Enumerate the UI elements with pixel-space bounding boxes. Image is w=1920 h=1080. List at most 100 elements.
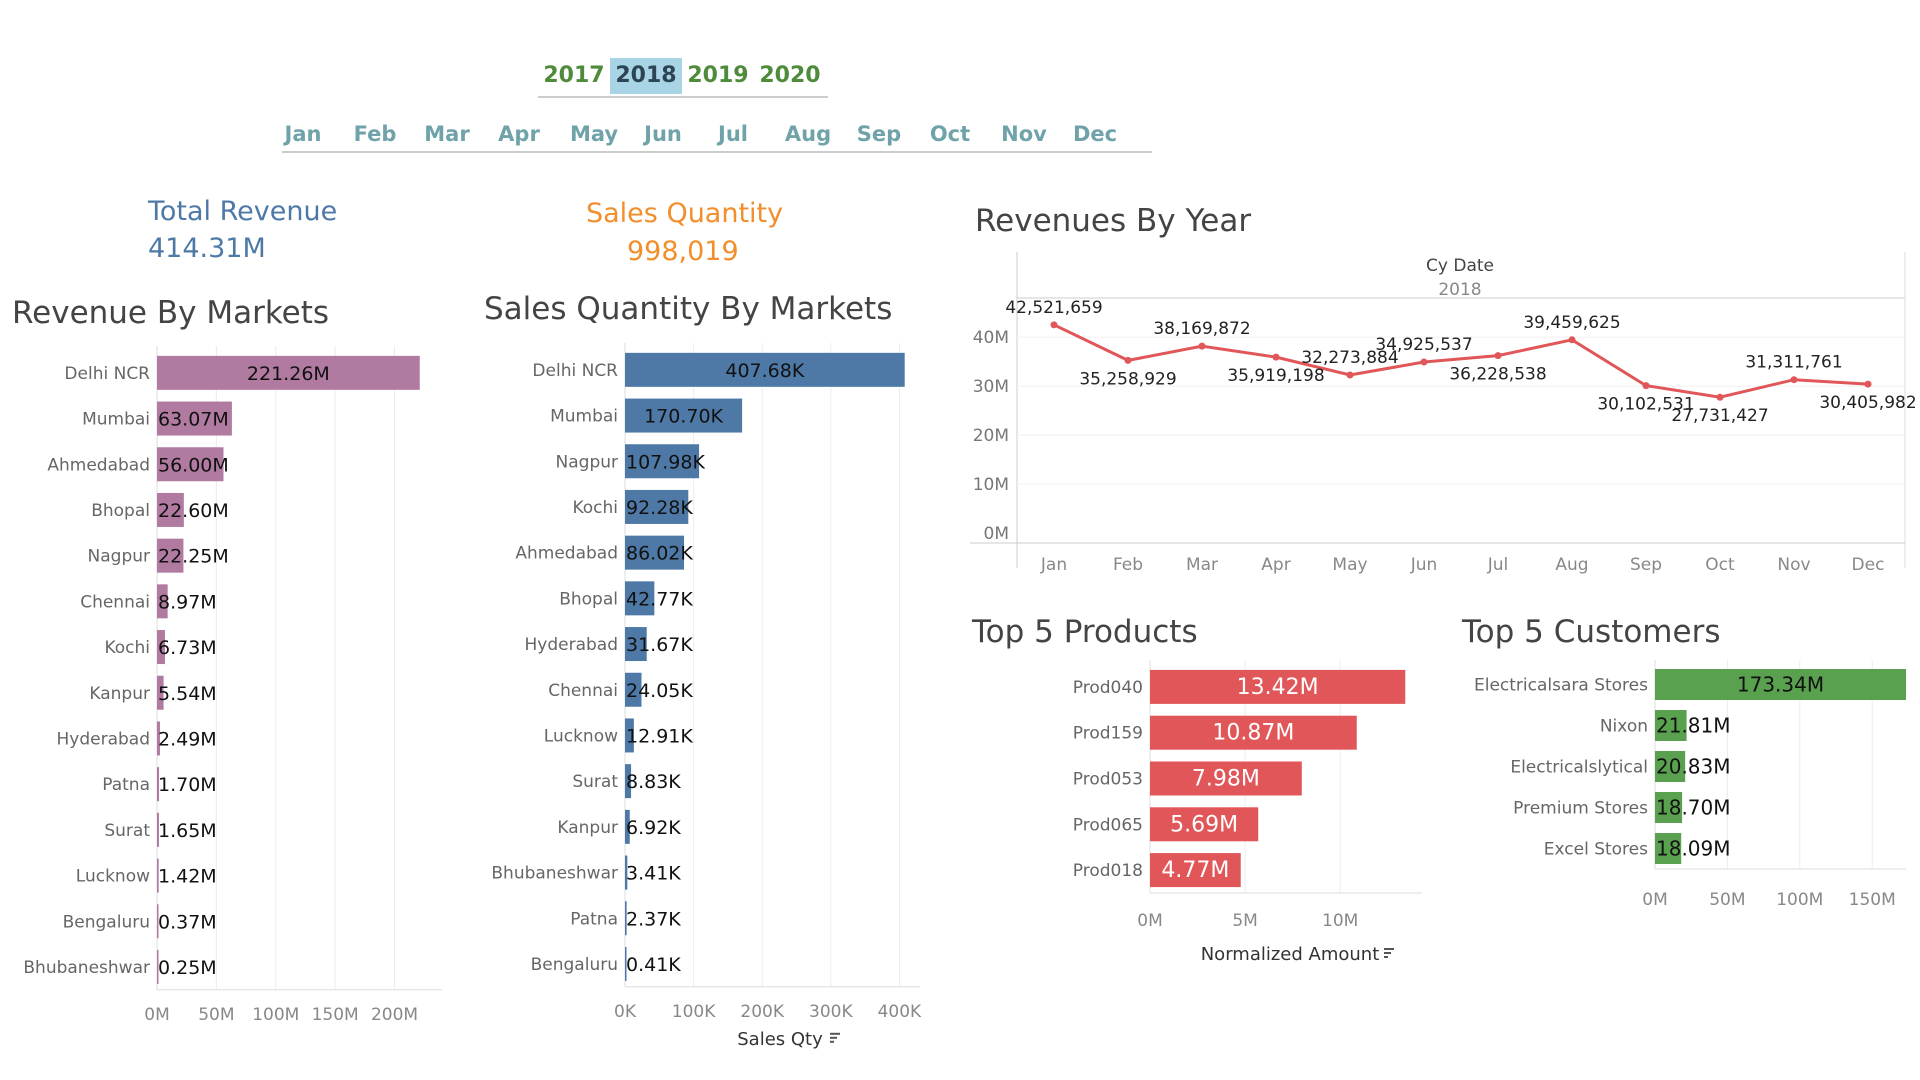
sales-qty-by-markets-chart: Delhi NCR 407.68K Mumbai 170.70K Nagpur 107.9… xyxy=(491,343,922,1050)
data-label: 38,169,872 xyxy=(1153,319,1250,339)
data-label: 2.49M xyxy=(158,728,217,750)
data-label: 21.81M xyxy=(1656,714,1731,738)
data-label: 13.42M xyxy=(1237,675,1319,700)
x-tick-label: Mar xyxy=(1186,555,1218,575)
category-label: Kanpur xyxy=(89,684,150,704)
bar-kochi xyxy=(625,489,689,524)
column-header: Cy Date xyxy=(1426,256,1494,276)
category-label: Nagpur xyxy=(556,452,618,472)
data-label: 42.77K xyxy=(626,588,693,610)
bar-kanpur xyxy=(625,809,630,844)
x-tick-label: Sep xyxy=(1630,555,1662,575)
data-label: 0.41K xyxy=(626,954,681,976)
total-revenue-label: Total Revenue xyxy=(148,196,338,227)
sort-icon xyxy=(830,1036,837,1039)
data-label: 24.05K xyxy=(626,680,693,702)
data-label: 22.60M xyxy=(158,500,229,522)
x-tick-label: Jul xyxy=(1487,555,1509,575)
year-2020-button[interactable]: 2020 xyxy=(759,63,821,88)
line-point-aug xyxy=(1568,336,1576,344)
data-label: 35,258,929 xyxy=(1079,369,1176,389)
month-jul-button[interactable]: Jul xyxy=(718,122,748,146)
category-label: Delhi NCR xyxy=(64,364,150,384)
bar-patna xyxy=(157,767,160,802)
month-oct-button[interactable]: Oct xyxy=(929,122,971,146)
top5-products-title: Top 5 Products xyxy=(972,614,1198,650)
category-label: Prod053 xyxy=(1073,770,1143,790)
month-aug-button[interactable]: Aug xyxy=(784,122,832,146)
revenue-by-markets-chart: Delhi NCR 221.26M Mumbai 63.07M Ahmedabad 56.… xyxy=(23,346,442,1025)
x-tick-label: Oct xyxy=(1705,555,1735,575)
category-label: Kanpur xyxy=(557,818,618,838)
category-label: Bhubaneshwar xyxy=(23,958,150,978)
category-label: Premium Stores xyxy=(1513,799,1648,819)
sales-quantity-label: Sales Quantity xyxy=(586,198,784,229)
data-label: 6.73M xyxy=(158,637,217,659)
x-tick-label: 0M xyxy=(1137,911,1162,931)
x-tick-label: 400K xyxy=(878,1002,922,1022)
data-label: 18.70M xyxy=(1656,796,1731,820)
x-tick-label: 150M xyxy=(312,1005,359,1025)
category-label: Surat xyxy=(572,772,618,792)
month-may-button[interactable]: May xyxy=(569,122,619,146)
month-sep-button[interactable]: Sep xyxy=(856,122,902,146)
category-label: Patna xyxy=(570,909,618,929)
bar-lucknow xyxy=(625,718,634,753)
x-tick-label: May xyxy=(1332,555,1367,575)
data-label: 7.98M xyxy=(1192,767,1260,792)
data-label: 8.97M xyxy=(158,591,217,613)
bar-bhubaneshwar xyxy=(625,855,628,890)
data-label: 8.83K xyxy=(626,771,681,793)
bar-prod159 xyxy=(1150,715,1357,750)
category-label: Lucknow xyxy=(76,867,150,887)
x-tick-label: Aug xyxy=(1555,555,1588,575)
x-tick-label: Dec xyxy=(1852,555,1885,575)
bar-prod018 xyxy=(1150,853,1241,888)
bar-bhubaneshwar xyxy=(157,949,159,984)
category-label: Mumbai xyxy=(82,410,150,430)
month-feb-button[interactable]: Feb xyxy=(353,122,397,146)
data-label: 1.65M xyxy=(158,820,217,842)
category-label: Nixon xyxy=(1600,717,1648,737)
month-dec-button[interactable]: Dec xyxy=(1072,122,1118,146)
line-point-jul xyxy=(1494,352,1502,360)
y-tick-label: 30M xyxy=(973,377,1009,397)
data-label: 10.87M xyxy=(1212,721,1294,746)
category-label: Chennai xyxy=(80,592,150,612)
y-tick-label: 0M xyxy=(984,524,1009,544)
data-label: 86.02K xyxy=(626,543,693,565)
data-label: 22.25M xyxy=(158,546,229,568)
sort-icon xyxy=(1384,956,1388,958)
sort-icon xyxy=(830,1032,840,1035)
bar-surat xyxy=(157,812,159,847)
year-2017-button[interactable]: 2017 xyxy=(543,63,605,88)
category-label: Delhi NCR xyxy=(532,361,618,381)
data-label: 2.37K xyxy=(626,908,681,930)
year-2018-button[interactable]: 2018 xyxy=(610,58,682,94)
data-label: 27,731,427 xyxy=(1671,406,1768,426)
data-label: 42,521,659 xyxy=(1005,298,1102,318)
bar-ahmedabad xyxy=(625,535,685,570)
year-2019-button[interactable]: 2019 xyxy=(687,63,749,88)
bar-bengaluru xyxy=(625,946,627,981)
x-tick-label: Feb xyxy=(1113,555,1143,575)
month-apr-button[interactable]: Apr xyxy=(498,122,540,146)
month-jun-button[interactable]: Jun xyxy=(644,122,682,146)
data-label: 1.70M xyxy=(158,774,217,796)
year-filter-underline xyxy=(538,96,828,98)
month-jan-button[interactable]: Jan xyxy=(284,122,322,146)
line-point-nov xyxy=(1790,376,1798,384)
x-tick-label: 100M xyxy=(252,1005,299,1025)
revenues-by-year-title: Revenues By Year xyxy=(975,203,1252,239)
month-nov-button[interactable]: Nov xyxy=(1001,122,1047,146)
category-label: Bhubaneshwar xyxy=(491,864,618,884)
category-label: Lucknow xyxy=(544,726,618,746)
month-mar-button[interactable]: Mar xyxy=(424,122,470,146)
x-tick-label: 0M xyxy=(144,1005,169,1025)
data-label: 92.28K xyxy=(626,497,693,519)
x-tick-label: Jan xyxy=(1040,555,1067,575)
data-label: 30,102,531 xyxy=(1597,395,1694,415)
bar-patna xyxy=(625,901,627,936)
data-label: 39,459,625 xyxy=(1523,313,1620,333)
category-label: Bhopal xyxy=(91,501,150,521)
